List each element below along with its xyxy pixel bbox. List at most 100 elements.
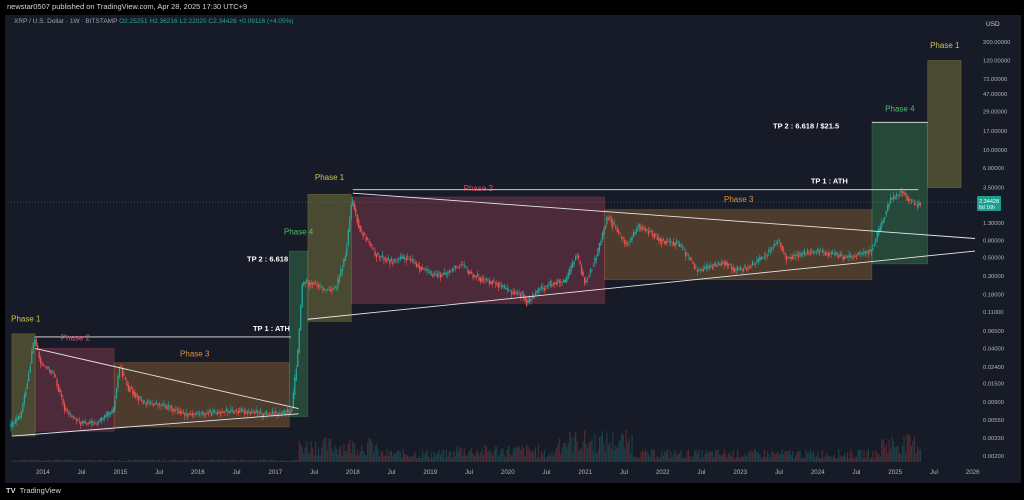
candle-body <box>763 256 766 258</box>
candle-body <box>897 195 899 196</box>
candle-body <box>840 254 843 256</box>
candle-body <box>536 290 538 294</box>
candle-body <box>714 262 716 266</box>
candle-body <box>857 252 859 256</box>
candle-body <box>292 392 294 409</box>
volume-bar <box>304 447 306 462</box>
volume-bar <box>763 450 765 462</box>
volume-bar <box>790 454 792 462</box>
volume-bar <box>319 455 321 462</box>
candle-body <box>686 252 688 254</box>
x-tick-label: Jul <box>775 469 783 476</box>
candle-body <box>500 285 503 288</box>
volume-bar <box>800 458 803 462</box>
volume-bar <box>17 460 20 462</box>
volume-bar <box>346 451 348 462</box>
volume-bar <box>117 460 119 462</box>
volume-bar <box>564 442 566 462</box>
ohlc-values: O2.25251 H2.36216 L2.22020 C2.34428 +0.0… <box>119 18 294 25</box>
x-tick-label: 2026 <box>966 469 980 476</box>
candle-body <box>591 268 593 270</box>
volume-bar <box>426 449 428 462</box>
candle-body <box>468 270 470 274</box>
volume-bar <box>28 459 30 462</box>
volume-bar <box>897 445 899 462</box>
volume-bar <box>809 449 812 462</box>
volume-bar <box>401 458 403 462</box>
volume-bar <box>569 431 571 462</box>
volume-bar <box>652 449 654 462</box>
volume-bar <box>358 455 360 462</box>
candle-body <box>459 265 461 267</box>
volume-bar <box>26 460 28 462</box>
volume-bar <box>879 456 881 462</box>
candle-body <box>756 259 758 263</box>
volume-bar <box>29 461 31 462</box>
candle-body <box>75 418 78 421</box>
candle-body <box>739 267 742 270</box>
volume-bar <box>225 459 228 462</box>
candle-body <box>34 339 36 344</box>
candle-body <box>573 261 575 264</box>
candle-body <box>704 266 706 269</box>
volume-bar <box>11 460 14 462</box>
volume-bar <box>653 450 656 462</box>
chart-area[interactable] <box>5 15 1021 483</box>
candle-body <box>173 408 176 412</box>
candle-body <box>389 260 391 264</box>
phase-box <box>350 196 605 304</box>
volume-bar <box>139 460 141 462</box>
candle-body <box>618 231 620 233</box>
volume-bar <box>872 451 874 462</box>
candle-body <box>163 403 165 406</box>
x-tick-label: Jul <box>310 469 318 476</box>
x-tick-label: 2015 <box>113 469 127 476</box>
volume-bar <box>206 460 208 462</box>
candle-body <box>646 228 648 230</box>
candle-body <box>350 204 352 219</box>
volume-bar <box>43 461 45 462</box>
volume-bar <box>193 460 195 462</box>
volume-bar <box>512 448 514 462</box>
candle-body <box>635 229 638 233</box>
candle-body <box>230 408 232 412</box>
candle-body <box>103 415 106 419</box>
chart-annotation: Phase 1 <box>11 314 41 323</box>
volume-bar <box>552 456 554 462</box>
volume-bar <box>377 449 379 462</box>
candle-body <box>671 242 673 243</box>
volume-bar <box>344 451 346 462</box>
volume-bar <box>182 461 184 462</box>
candle-body <box>603 229 605 235</box>
candle-body <box>855 255 858 257</box>
volume-bar <box>141 459 143 462</box>
volume-bar <box>450 452 452 462</box>
volume-bar <box>900 454 902 462</box>
candle-body <box>702 269 705 271</box>
volume-bar <box>20 459 22 462</box>
volume-bar <box>166 460 168 462</box>
volume-bar <box>676 455 678 462</box>
candle-body <box>60 393 63 397</box>
candle-body <box>632 231 635 237</box>
volume-bar <box>153 459 155 462</box>
candle-body <box>41 364 43 366</box>
volume-bar <box>612 432 614 462</box>
candle-body <box>261 413 263 417</box>
candle-body <box>22 402 24 412</box>
volume-bar <box>95 460 97 462</box>
candle-body <box>814 251 816 253</box>
volume-bar <box>41 460 43 462</box>
volume-bar <box>579 448 581 462</box>
candle-body <box>564 279 566 283</box>
candle-body <box>310 282 312 284</box>
volume-bar <box>598 437 601 462</box>
volume-bar <box>364 453 366 462</box>
candle-body <box>199 413 201 415</box>
volume-bar <box>916 446 919 462</box>
y-tick-label: 0.80000 <box>983 239 1004 245</box>
volume-bar <box>386 449 388 462</box>
candle-body <box>47 366 49 369</box>
volume-bar <box>741 455 743 462</box>
